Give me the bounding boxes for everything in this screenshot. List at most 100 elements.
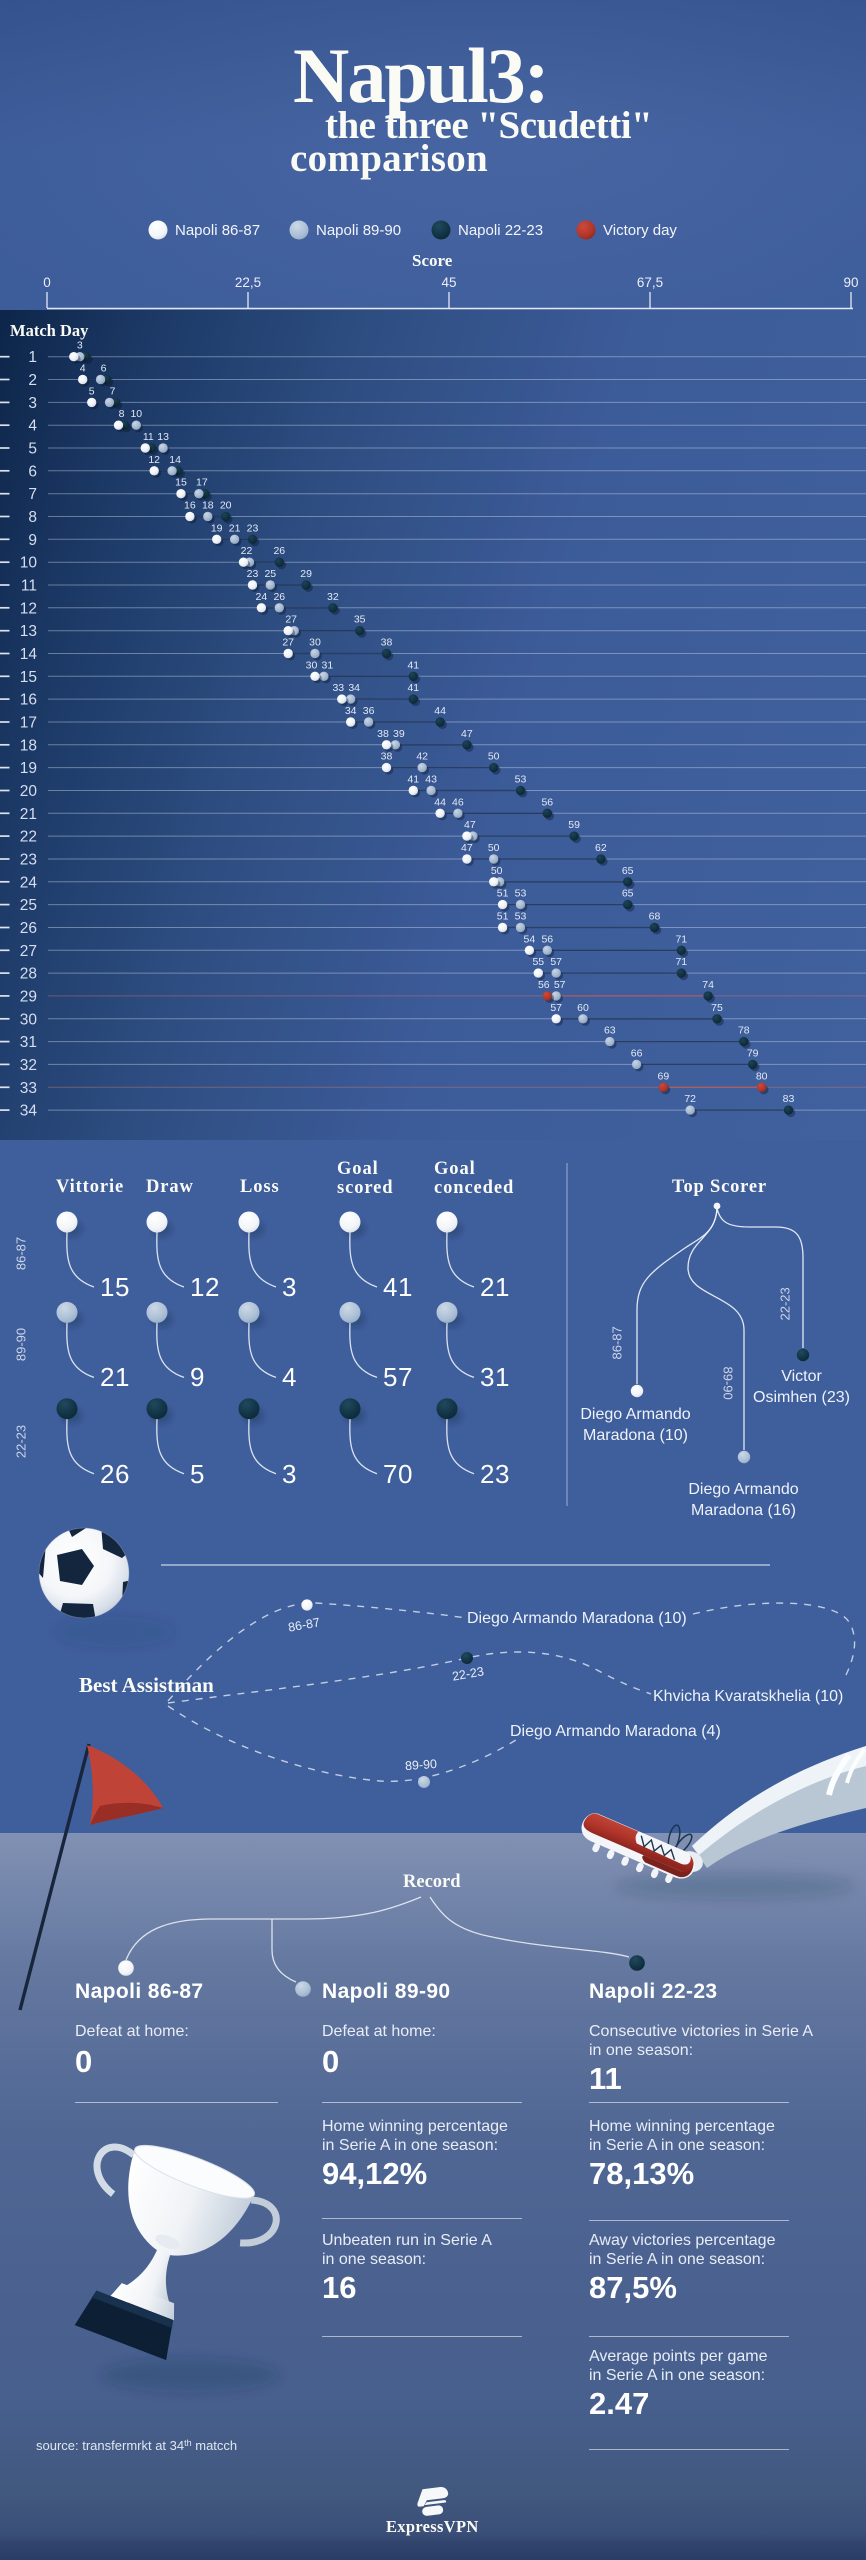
svg-text:17: 17 [196,477,208,489]
svg-text:42: 42 [416,751,428,763]
svg-text:6: 6 [28,463,37,480]
svg-text:29: 29 [20,988,37,1005]
svg-text:15: 15 [20,669,37,686]
svg-text:56: 56 [541,796,553,808]
svg-text:13: 13 [20,623,37,640]
svg-text:24: 24 [256,591,268,603]
svg-text:30: 30 [20,1011,38,1028]
svg-text:65: 65 [622,865,634,877]
svg-text:41: 41 [407,774,419,786]
svg-text:56: 56 [538,979,550,991]
svg-text:38: 38 [377,728,389,740]
svg-text:3: 3 [28,395,37,412]
svg-text:71: 71 [675,933,687,945]
svg-text:28: 28 [20,966,37,983]
svg-text:33: 33 [20,1080,37,1097]
svg-text:14: 14 [20,646,38,663]
svg-text:54: 54 [524,933,536,945]
svg-text:6: 6 [101,363,107,375]
svg-text:50: 50 [488,842,500,854]
svg-text:31: 31 [322,659,334,671]
svg-text:0: 0 [43,275,51,290]
svg-text:51: 51 [497,911,509,923]
svg-text:14: 14 [169,454,181,466]
svg-text:20: 20 [20,783,38,800]
svg-text:90: 90 [843,275,858,290]
svg-text:38: 38 [381,751,393,763]
svg-text:31: 31 [20,1034,37,1051]
svg-text:26: 26 [273,545,285,557]
svg-text:22: 22 [20,829,37,846]
svg-text:11: 11 [143,431,154,443]
svg-text:62: 62 [595,842,607,854]
svg-text:10: 10 [20,555,38,572]
svg-text:12: 12 [148,454,160,466]
svg-text:11: 11 [21,578,37,595]
svg-text:57: 57 [554,979,566,991]
svg-text:30: 30 [306,659,318,671]
svg-text:36: 36 [363,705,375,717]
svg-text:21: 21 [229,522,241,534]
svg-text:21: 21 [20,806,37,823]
svg-text:83: 83 [783,1093,795,1105]
svg-text:25: 25 [20,897,37,914]
svg-text:25: 25 [264,568,276,580]
svg-text:41: 41 [407,682,419,694]
svg-text:16: 16 [20,692,37,709]
svg-text:8: 8 [119,408,125,420]
svg-text:79: 79 [747,1047,759,1059]
svg-text:2: 2 [28,372,37,389]
svg-text:5: 5 [89,385,95,397]
svg-text:10: 10 [130,408,142,420]
svg-text:75: 75 [711,1002,723,1014]
svg-text:34: 34 [345,705,357,717]
svg-text:26: 26 [20,920,37,937]
svg-text:44: 44 [434,705,446,717]
svg-text:71: 71 [675,956,687,968]
svg-text:26: 26 [273,591,285,603]
svg-text:65: 65 [622,888,634,900]
svg-text:80: 80 [756,1070,768,1082]
svg-text:15: 15 [175,477,187,489]
svg-text:33: 33 [332,682,344,694]
svg-text:59: 59 [568,819,580,831]
svg-text:32: 32 [327,591,339,603]
svg-text:7: 7 [110,385,116,397]
svg-text:67,5: 67,5 [637,275,663,290]
svg-text:30: 30 [309,637,321,649]
svg-text:72: 72 [684,1093,696,1105]
svg-text:44: 44 [434,796,446,808]
svg-text:7: 7 [28,486,37,503]
svg-text:68: 68 [649,911,661,923]
svg-text:63: 63 [604,1025,616,1037]
svg-text:8: 8 [28,509,37,526]
svg-text:9: 9 [28,532,37,549]
svg-text:50: 50 [488,751,500,763]
svg-text:47: 47 [461,842,473,854]
svg-text:27: 27 [20,943,37,960]
svg-text:47: 47 [461,728,473,740]
svg-text:45: 45 [441,275,456,290]
svg-text:18: 18 [20,737,37,754]
svg-text:55: 55 [532,956,544,968]
svg-text:13: 13 [157,431,169,443]
svg-text:74: 74 [702,979,714,991]
svg-text:46: 46 [452,796,464,808]
svg-text:34: 34 [20,1103,38,1120]
svg-text:53: 53 [515,888,527,900]
svg-text:23: 23 [20,852,37,869]
svg-text:19: 19 [211,522,223,534]
svg-text:16: 16 [184,500,196,512]
svg-text:51: 51 [497,888,509,900]
svg-text:24: 24 [20,874,38,891]
svg-text:69: 69 [658,1070,670,1082]
svg-text:50: 50 [491,865,503,877]
svg-text:43: 43 [425,774,437,786]
svg-text:27: 27 [285,614,297,626]
svg-text:66: 66 [631,1047,643,1059]
svg-text:18: 18 [202,500,214,512]
svg-text:38: 38 [381,637,393,649]
svg-text:22,5: 22,5 [235,275,261,290]
svg-text:41: 41 [407,659,419,671]
svg-text:12: 12 [20,600,37,617]
